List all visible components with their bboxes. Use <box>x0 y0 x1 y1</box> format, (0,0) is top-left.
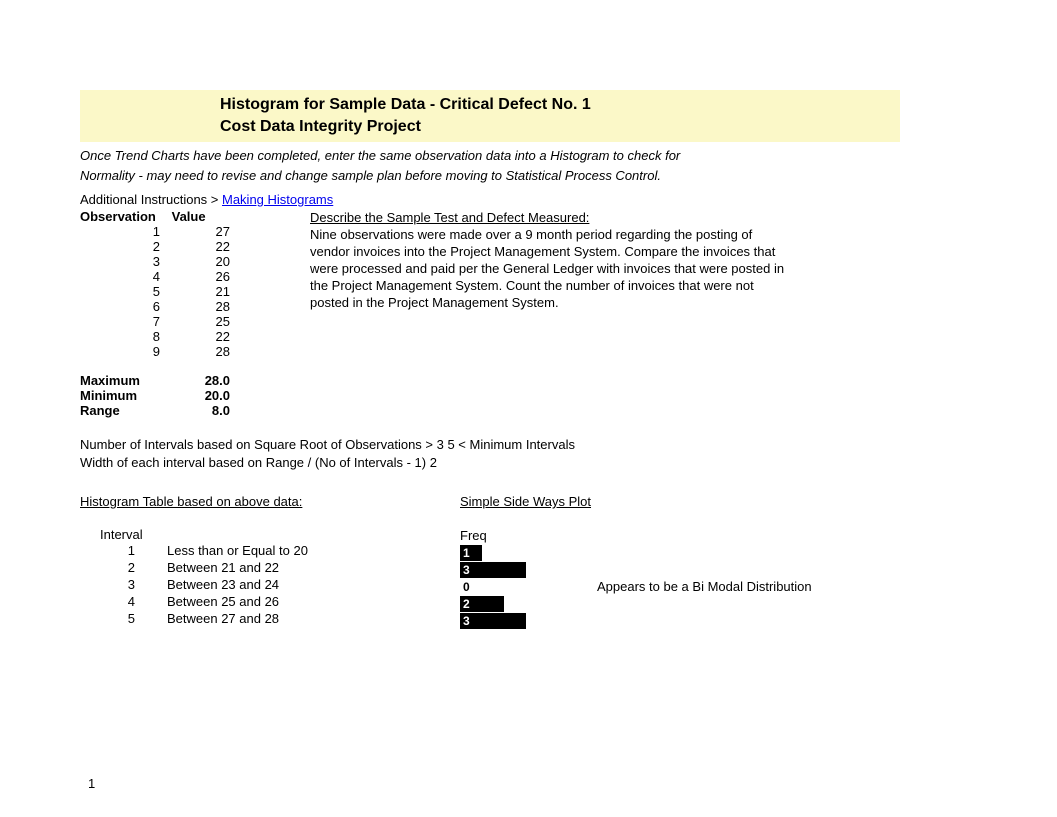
table-row: 426 <box>80 269 230 284</box>
obs-number: 6 <box>80 299 190 314</box>
stat-range-val: 8.0 <box>180 403 230 418</box>
freq-row: 3 <box>460 561 812 578</box>
table-row: 628 <box>80 299 230 314</box>
table-row: 127 <box>80 224 230 239</box>
making-histograms-link[interactable]: Making Histograms <box>222 192 333 207</box>
obs-number: 3 <box>80 254 190 269</box>
interval-number: 4 <box>80 593 167 610</box>
freq-bar: 3 <box>460 613 526 629</box>
title-line-2: Cost Data Integrity Project <box>220 116 900 138</box>
instructions-line: Additional Instructions > Making Histogr… <box>80 192 977 207</box>
stats-block: Maximum 28.0 Minimum 20.0 Range 8.0 <box>80 373 977 418</box>
interval-number: 3 <box>80 576 167 593</box>
interval-label: Between 27 and 28 <box>167 610 460 627</box>
interval-label: Less than or Equal to 20 <box>167 542 460 559</box>
histogram-table-head: Histogram Table based on above data: <box>80 494 460 509</box>
table-row: 928 <box>80 344 230 359</box>
calc-block: Number of Intervals based on Square Root… <box>80 436 977 472</box>
instructions-prefix: Additional Instructions > <box>80 192 222 207</box>
histogram-plot-head: Simple Side Ways Plot <box>460 494 591 509</box>
obs-value: 21 <box>190 284 230 299</box>
table-row: 222 <box>80 239 230 254</box>
table-row: 725 <box>80 314 230 329</box>
histogram-section: Histogram Table based on above data: Sim… <box>80 494 977 629</box>
obs-header-observation: Observation <box>80 209 168 224</box>
interval-number: 5 <box>80 610 167 627</box>
table-row: 1Less than or Equal to 20 <box>80 542 460 559</box>
stat-min-val: 20.0 <box>180 388 230 403</box>
table-row: 822 <box>80 329 230 344</box>
interval-head: Interval <box>80 527 460 542</box>
table-row: 320 <box>80 254 230 269</box>
obs-number: 4 <box>80 269 190 284</box>
obs-value: 27 <box>190 224 230 239</box>
obs-value: 25 <box>190 314 230 329</box>
obs-number: 9 <box>80 344 190 359</box>
stat-range-label: Range <box>80 403 180 418</box>
stat-min-label: Minimum <box>80 388 180 403</box>
description-head: Describe the Sample Test and Defect Meas… <box>310 209 790 226</box>
interval-label: Between 23 and 24 <box>167 576 460 593</box>
obs-number: 1 <box>80 224 190 239</box>
distribution-annotation: Appears to be a Bi Modal Distribution <box>597 579 812 594</box>
stat-max-val: 28.0 <box>180 373 230 388</box>
obs-value: 20 <box>190 254 230 269</box>
obs-value: 26 <box>190 269 230 284</box>
obs-number: 5 <box>80 284 190 299</box>
table-row: 5Between 27 and 28 <box>80 610 460 627</box>
freq-row: 2 <box>460 595 812 612</box>
obs-value: 28 <box>190 344 230 359</box>
page-number: 1 <box>88 776 95 791</box>
freq-bar: 1 <box>460 545 482 561</box>
freq-row: 3 <box>460 612 812 629</box>
calc-line-1: Number of Intervals based on Square Root… <box>80 436 977 454</box>
freq-bar: 2 <box>460 596 504 612</box>
obs-header-value: Value <box>172 209 212 224</box>
table-row: 2Between 21 and 22 <box>80 559 460 576</box>
obs-value: 28 <box>190 299 230 314</box>
freq-row: 0 Appears to be a Bi Modal Distribution <box>460 578 812 595</box>
freq-row: 1 <box>460 544 812 561</box>
table-row: 3Between 23 and 24 <box>80 576 460 593</box>
obs-number: 2 <box>80 239 190 254</box>
obs-number: 8 <box>80 329 190 344</box>
interval-number: 2 <box>80 559 167 576</box>
interval-label: Between 21 and 22 <box>167 559 460 576</box>
interval-label: Between 25 and 26 <box>167 593 460 610</box>
intro-line-1: Once Trend Charts have been completed, e… <box>80 146 977 166</box>
calc-line-2: Width of each interval based on Range / … <box>80 454 977 472</box>
obs-value: 22 <box>190 239 230 254</box>
freq-value: 0 <box>460 579 477 595</box>
table-row: 4Between 25 and 26 <box>80 593 460 610</box>
obs-value: 22 <box>190 329 230 344</box>
description-block: Describe the Sample Test and Defect Meas… <box>310 209 790 311</box>
table-row: 521 <box>80 284 230 299</box>
title-line-1: Histogram for Sample Data - Critical Def… <box>220 94 900 116</box>
interval-number: 1 <box>80 542 167 559</box>
title-block: Histogram for Sample Data - Critical Def… <box>80 90 900 142</box>
description-body: Nine observations were made over a 9 mon… <box>310 226 790 311</box>
intro-line-2: Normality - may need to revise and chang… <box>80 166 977 186</box>
stat-max-label: Maximum <box>80 373 180 388</box>
observations-table: Observation Value 1272223204265216287258… <box>80 209 230 359</box>
freq-bar: 3 <box>460 562 526 578</box>
freq-head: Freq <box>460 527 812 544</box>
obs-number: 7 <box>80 314 190 329</box>
